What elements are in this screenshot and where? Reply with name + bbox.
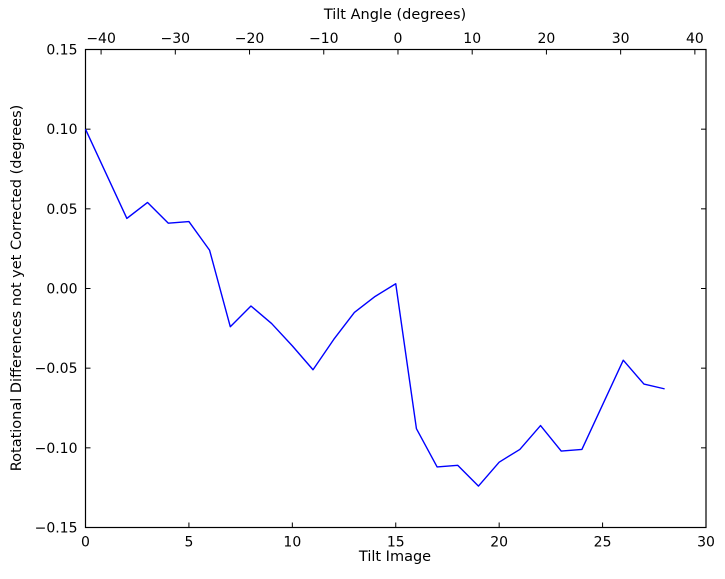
top-x-tick-label: 10 xyxy=(463,31,481,47)
data-line xyxy=(84,128,665,487)
y-axis-title: Rotational Differences not yet Corrected… xyxy=(9,104,25,472)
top-x-tick-label: −30 xyxy=(161,31,191,47)
y-tick-label: 0.10 xyxy=(46,122,77,138)
y-tick-label: −0.05 xyxy=(35,361,78,377)
x-axis-title: Tilt Image xyxy=(358,549,432,565)
x-tick-label: 5 xyxy=(184,535,193,551)
y-tick-label: 0.15 xyxy=(46,43,77,59)
x-tick-label: 0 xyxy=(81,535,90,551)
x-tick-label: 30 xyxy=(697,535,715,551)
top-x-tick-label: −10 xyxy=(309,31,339,47)
top-x-tick-label: 20 xyxy=(538,31,556,47)
top-x-tick-label: −20 xyxy=(235,31,265,47)
top-x-tick-label: 0 xyxy=(394,31,403,47)
y-tick-label: −0.15 xyxy=(35,521,78,537)
top-x-tick-label: 30 xyxy=(612,31,630,47)
y-tick-label: 0.05 xyxy=(46,202,77,218)
top-x-axis-title: Tilt Angle (degrees) xyxy=(323,7,467,23)
y-tick-label: −0.10 xyxy=(35,441,78,457)
top-x-tick-label: −40 xyxy=(86,31,116,47)
x-tick-label: 20 xyxy=(490,535,508,551)
y-tick-label: 0.00 xyxy=(46,282,77,298)
x-tick-label: 25 xyxy=(594,535,612,551)
x-tick-label: 10 xyxy=(283,535,301,551)
top-x-tick-label: 40 xyxy=(686,31,704,47)
x-tick-label: 15 xyxy=(387,535,405,551)
